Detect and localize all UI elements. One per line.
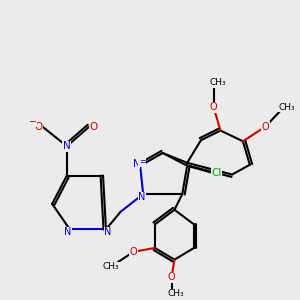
- Text: N: N: [139, 192, 146, 202]
- Text: CH₃: CH₃: [103, 262, 119, 271]
- Text: Cl: Cl: [211, 168, 222, 178]
- Text: O: O: [34, 122, 43, 132]
- Text: O: O: [210, 102, 218, 112]
- Text: N: N: [64, 227, 71, 237]
- Text: CH₃: CH₃: [209, 78, 226, 87]
- Text: N: N: [63, 141, 71, 151]
- Text: CH₃: CH₃: [167, 290, 184, 298]
- Text: O: O: [262, 122, 269, 132]
- Text: =: =: [139, 157, 146, 166]
- Text: O: O: [89, 122, 98, 132]
- Text: N: N: [133, 159, 140, 169]
- Text: O: O: [130, 247, 137, 257]
- Text: O: O: [168, 272, 175, 282]
- Text: N: N: [104, 227, 112, 237]
- Text: −: −: [28, 117, 37, 127]
- Text: CH₃: CH₃: [279, 103, 295, 112]
